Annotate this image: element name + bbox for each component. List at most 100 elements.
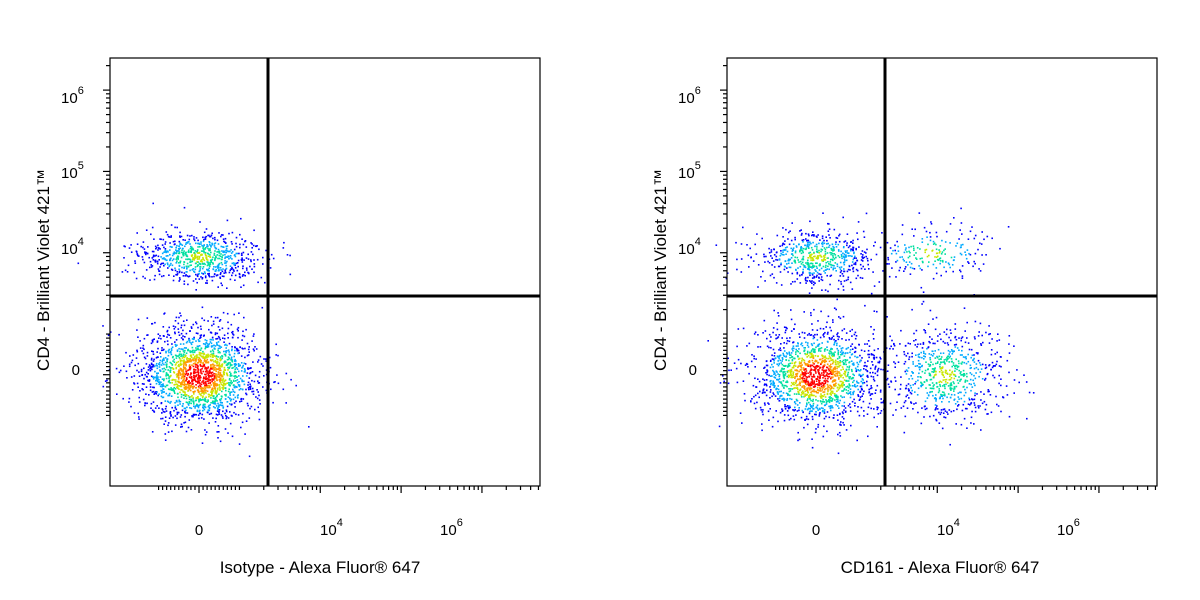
event-dot [736,258,738,261]
event-dot [135,277,138,280]
event-dot [771,358,774,360]
event-dot [250,251,253,253]
event-dot [805,232,807,235]
event-dot [234,267,237,269]
event-dot [813,235,815,237]
event-dot [225,389,227,392]
event-dot [178,388,180,390]
event-dot [763,379,766,381]
event-dot [218,410,220,413]
event-dot [190,407,193,410]
event-dot [198,399,201,401]
event-dot [831,362,834,365]
event-dot [799,365,801,367]
event-dot [225,264,227,267]
event-dot [167,381,170,383]
event-dot [840,395,842,397]
event-dot [746,244,748,246]
event-dot [225,395,227,397]
event-dot [792,374,795,376]
event-dot [831,405,833,407]
event-dot [935,248,938,251]
event-dot [788,388,790,390]
event-dot [229,375,232,377]
event-dot [236,348,239,351]
event-dot [840,380,843,383]
event-dot [981,231,983,233]
event-dot [183,422,185,424]
event-dot [253,380,256,383]
event-dot [198,353,200,356]
event-dot [857,382,860,384]
event-dot [794,387,796,389]
event-dot [214,380,216,383]
event-dot [244,356,246,359]
event-dot [192,365,195,368]
event-dot [218,250,221,253]
event-dot [857,238,859,241]
event-dot [809,274,811,277]
event-dot [797,384,799,386]
event-dot [843,384,845,386]
event-dot [223,341,225,343]
event-dot [161,362,164,364]
event-dot [107,334,110,337]
event-dot [785,392,788,395]
event-dot [193,336,195,339]
event-dot [217,257,219,260]
event-dot [228,342,231,345]
event-dot [245,375,248,377]
event-dot [182,353,185,356]
event-dot [175,273,177,276]
event-dot [848,377,851,380]
event-dot [798,389,801,392]
event-dot [183,347,186,349]
event-dot [204,263,206,266]
event-dot [169,249,171,251]
event-dot [813,276,816,279]
event-dot [792,372,794,375]
event-dot [227,366,229,369]
event-dot [144,404,146,407]
event-dot [901,256,903,258]
event-dot [819,377,821,379]
event-dot [811,394,814,397]
event-dot [769,397,771,399]
event-dot [868,345,871,347]
event-dot [806,239,808,242]
event-dot [923,226,926,229]
event-dot [162,410,165,413]
event-dot [841,255,843,258]
event-dot [235,400,237,403]
event-dot [209,386,211,389]
event-dot [176,417,178,420]
event-dot [801,342,803,344]
event-dot [835,308,837,311]
event-dot [853,351,856,354]
event-dot [211,394,214,397]
event-dot [195,386,198,389]
event-dot [181,271,183,274]
event-dot [152,353,155,355]
event-dot [921,241,924,243]
event-dot [234,377,236,379]
event-dot [188,384,190,386]
event-dot [176,350,179,352]
event-dot [875,253,878,256]
event-dot [867,259,869,262]
event-dot [202,256,204,259]
event-dot [234,262,236,265]
event-dot [839,372,841,375]
event-dot [262,365,264,367]
event-dot [790,247,792,250]
event-dot [841,374,843,376]
event-dot [175,252,178,255]
event-dot [794,238,796,241]
event-dot [816,407,819,410]
event-dot [803,380,805,382]
event-dot [200,370,202,373]
event-dot [203,376,205,378]
event-dot [214,364,216,367]
event-dot [822,334,824,336]
event-dot [939,257,942,259]
